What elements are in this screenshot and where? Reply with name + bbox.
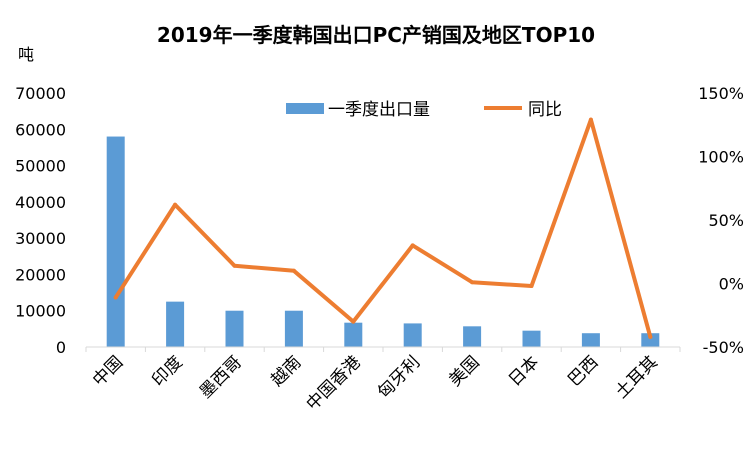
- line-series: [113, 117, 653, 339]
- y-tick-label: 70000: [15, 84, 66, 103]
- legend-swatch-bar: [286, 103, 324, 114]
- line-point: [173, 202, 178, 207]
- y2-tick-label: 100%: [698, 148, 744, 167]
- bar: [581, 333, 600, 347]
- left-axis-ticks: 0 10000 20000 30000 40000 50000 60000 70000: [15, 84, 66, 357]
- bar-series: [106, 136, 660, 347]
- category-label: 墨西哥: [196, 352, 246, 402]
- category-label: 匈牙利: [374, 352, 424, 402]
- bar: [106, 136, 125, 347]
- y-tick-label: 30000: [15, 229, 66, 248]
- bar: [225, 310, 244, 347]
- category-label: 美国: [445, 352, 483, 390]
- line-point: [291, 268, 296, 273]
- line-point: [588, 117, 593, 122]
- category-label: 土耳其: [612, 352, 662, 402]
- category-label: 越南: [267, 352, 305, 390]
- y-axis-unit-label: 吨: [18, 45, 34, 64]
- y-tick-label: 40000: [15, 193, 66, 212]
- category-label: 印度: [148, 352, 186, 390]
- y-tick-label: 50000: [15, 157, 66, 176]
- category-label: 中国香港: [303, 352, 365, 414]
- legend: 一季度出口量 同比: [286, 100, 562, 120]
- y-tick-label: 20000: [15, 265, 66, 284]
- line-point: [351, 319, 356, 324]
- bar: [166, 301, 185, 347]
- bar: [522, 330, 541, 347]
- line-point: [529, 284, 534, 289]
- y2-tick-label: 0%: [719, 275, 744, 294]
- legend-label-line: 同比: [528, 100, 562, 120]
- legend-label-bar: 一季度出口量: [328, 100, 430, 120]
- y-tick-label: 60000: [15, 120, 66, 139]
- bar: [403, 323, 422, 347]
- y2-tick-label: -50%: [703, 338, 744, 357]
- line-path: [113, 117, 653, 339]
- line-point: [113, 295, 118, 300]
- y2-tick-label: 150%: [698, 84, 744, 103]
- bar: [284, 310, 303, 347]
- line-point: [470, 280, 475, 285]
- category-label: 日本: [505, 352, 543, 390]
- y-tick-label: 10000: [15, 302, 66, 321]
- line-point: [410, 243, 415, 248]
- right-axis-ticks: -50% 0% 50% 100% 150%: [698, 84, 744, 357]
- category-label: 中国: [89, 352, 127, 390]
- line-point: [648, 334, 653, 339]
- bar: [463, 326, 482, 347]
- x-axis-tick-marks: [85, 347, 681, 352]
- line-point: [232, 263, 237, 268]
- bar: [344, 322, 363, 347]
- y2-tick-label: 50%: [708, 211, 744, 230]
- category-label: 巴西: [564, 352, 602, 390]
- y-tick-label: 0: [56, 338, 66, 357]
- bar: [641, 333, 660, 347]
- chart-title: 2019年一季度韩国出口PC产销国及地区TOP10: [157, 23, 595, 47]
